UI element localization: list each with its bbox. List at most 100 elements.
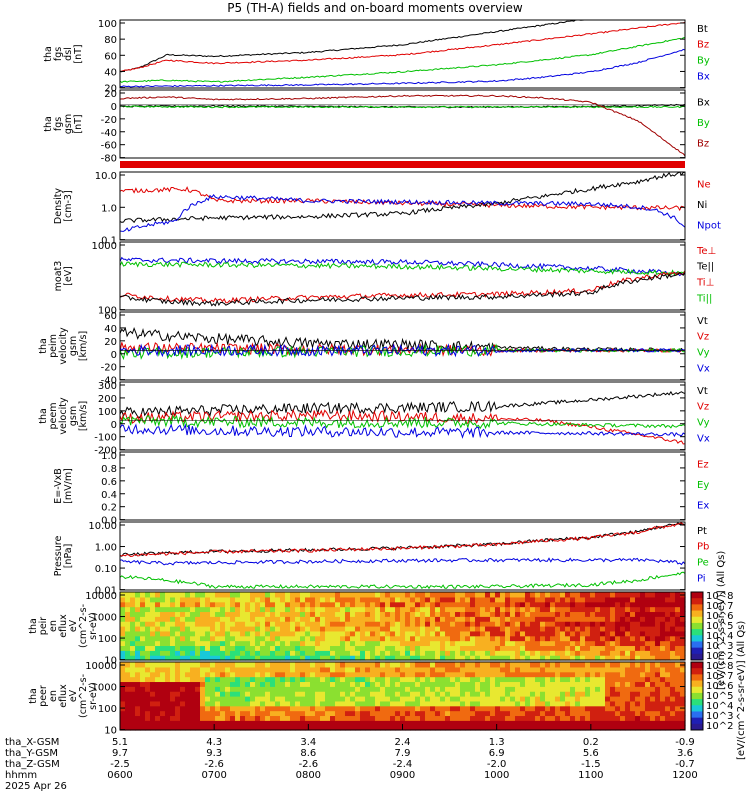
spectrogram-cell — [440, 616, 446, 622]
spectrogram-cell — [390, 630, 396, 637]
spectrogram-cell — [205, 635, 211, 642]
colorbar-tick: 10^2 — [706, 721, 733, 732]
spectrogram-cell — [380, 686, 386, 692]
spectrogram-cell — [490, 596, 496, 603]
y-axis-label: moat3 [eV] — [53, 261, 74, 292]
spectrogram-cell — [475, 592, 481, 598]
spectrogram-cell — [660, 720, 666, 726]
spectrogram-cell — [390, 671, 396, 678]
spectrogram-cell — [320, 630, 326, 637]
spectrogram-cell — [120, 700, 126, 707]
spectrogram-cell — [150, 606, 156, 613]
spectrogram-cell — [650, 626, 656, 632]
spectrogram-cell — [565, 630, 571, 637]
spectrogram-cell — [450, 645, 456, 651]
spectrogram-cell — [530, 671, 536, 678]
spectrogram-cell — [405, 621, 411, 627]
spectrogram-cell — [185, 596, 191, 603]
spectrogram-cell — [485, 655, 491, 661]
spectrogram-cell — [190, 635, 196, 642]
spectrogram-cell — [620, 611, 626, 617]
spectrogram-cell — [440, 630, 446, 637]
spectrogram-cell — [345, 621, 351, 627]
spectrogram-cell — [230, 650, 236, 656]
spectrogram-cell — [430, 596, 436, 603]
spectrogram-cell — [155, 710, 161, 717]
spectrogram-cell — [525, 715, 531, 721]
spectrogram-cell — [505, 621, 511, 627]
spectrogram-cell — [400, 691, 406, 697]
spectrogram-cell — [515, 650, 521, 656]
spectrogram-cell — [420, 611, 426, 617]
spectrogram-cell — [460, 621, 466, 627]
spectrogram-cell — [385, 645, 391, 651]
spectrogram-cell — [415, 626, 421, 632]
spectrogram-cell — [635, 686, 641, 692]
spectrogram-cell — [200, 630, 206, 637]
spectrogram-cell — [265, 596, 271, 603]
spectrogram-cell — [375, 710, 381, 717]
spectrogram-cell — [620, 686, 626, 692]
spectrogram-cell — [630, 705, 636, 712]
spectrogram-cell — [245, 611, 251, 617]
spectrogram-cell — [335, 662, 341, 668]
spectrogram-cell — [610, 681, 616, 687]
spectrogram-cell — [475, 630, 481, 637]
spectrogram-cell — [395, 601, 401, 608]
spectrogram-cell — [325, 662, 331, 668]
spectrogram-cell — [495, 635, 501, 642]
spectrogram-cell — [495, 592, 501, 598]
y-tick-label: 10 — [104, 656, 117, 667]
spectrogram-cell — [405, 725, 411, 731]
spectrogram-cell — [140, 640, 146, 647]
spectrogram-cell — [530, 630, 536, 637]
spectrogram-cell — [250, 725, 256, 731]
spectrogram-cell — [325, 611, 331, 617]
spectrogram-cell — [530, 676, 536, 683]
spectrogram-cell — [510, 691, 516, 697]
spectrogram-cell — [465, 630, 471, 637]
spectrogram-cell — [580, 630, 586, 637]
spectrogram-cell — [335, 626, 341, 632]
spectrogram-cell — [620, 696, 626, 702]
spectrogram-cell — [315, 630, 321, 637]
spectrogram-cell — [365, 601, 371, 608]
x-tick-label: 1000 — [484, 770, 509, 781]
spectrogram-cell — [445, 655, 451, 661]
spectrogram-cell — [380, 710, 386, 717]
spectrogram-cell — [395, 655, 401, 661]
spectrogram-cell — [415, 596, 421, 603]
spectrogram-cell — [515, 630, 521, 637]
spectrogram-cell — [125, 592, 131, 598]
y-tick-label: 100 — [98, 407, 117, 418]
spectrogram-cell — [500, 596, 506, 603]
spectrogram-cell — [270, 696, 276, 702]
spectrogram-cell — [680, 691, 686, 697]
spectrogram-cell — [540, 705, 546, 712]
spectrogram-cell — [425, 621, 431, 627]
spectrogram-cell — [265, 655, 271, 661]
spectrogram-cell — [450, 705, 456, 712]
spectrogram-cell — [235, 592, 241, 598]
spectrogram-cell — [680, 696, 686, 702]
colorbar-tick: 10^3 — [706, 641, 733, 652]
spectrogram-cell — [135, 630, 141, 637]
spectrogram-cell — [420, 691, 426, 697]
panel-frame — [119, 171, 686, 241]
spectrogram-cell — [600, 635, 606, 642]
spectrogram-cell — [240, 676, 246, 683]
spectrogram-cell — [525, 666, 531, 673]
spectrogram-cell — [615, 635, 621, 642]
y-tick-label: 0.4 — [101, 490, 117, 501]
spectrogram-cell — [155, 655, 161, 661]
spectrogram-cell — [125, 681, 131, 687]
spectrogram-cell — [275, 725, 281, 731]
spectrogram-cell — [190, 691, 196, 697]
spectrogram-cell — [555, 725, 561, 731]
spectrogram-cell — [510, 596, 516, 603]
spectrogram-cell — [285, 720, 291, 726]
spectrogram-cell — [175, 626, 181, 632]
spectrogram-cell — [260, 621, 266, 627]
spectrogram-cell — [550, 635, 556, 642]
spectrogram-cell — [580, 596, 586, 603]
